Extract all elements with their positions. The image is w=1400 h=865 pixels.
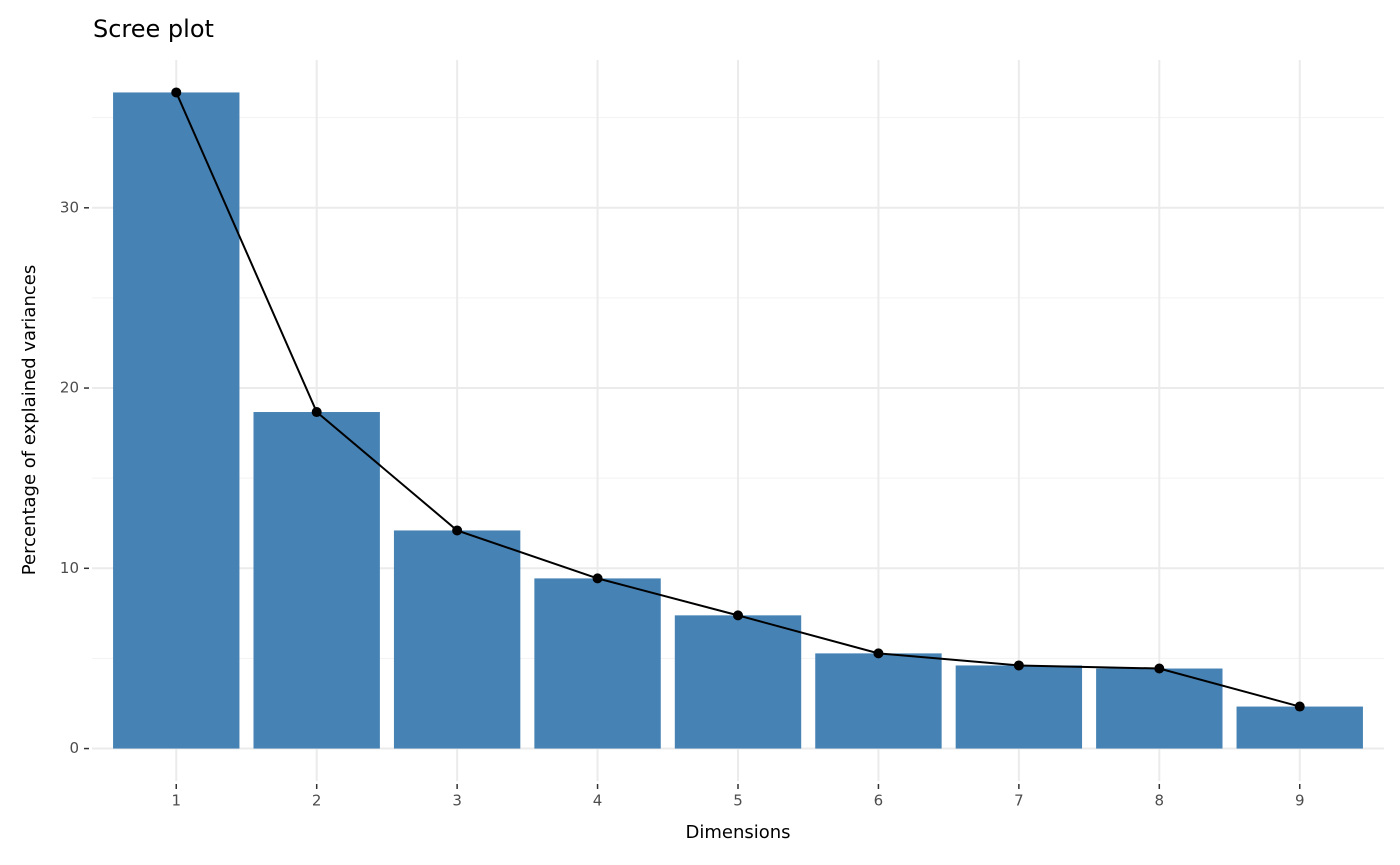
point bbox=[592, 573, 603, 584]
y-tick-label: 10 bbox=[60, 559, 79, 577]
bar bbox=[955, 665, 1083, 749]
x-axis-label: Dimensions bbox=[685, 822, 790, 843]
x-tick-label: 5 bbox=[733, 792, 743, 810]
bar bbox=[113, 92, 240, 749]
y-tick-label: 0 bbox=[69, 739, 79, 757]
point bbox=[171, 87, 182, 98]
bar bbox=[393, 530, 521, 749]
point bbox=[311, 407, 322, 418]
x-tick-label: 6 bbox=[874, 792, 884, 810]
x-tick-label: 8 bbox=[1155, 792, 1165, 810]
point bbox=[733, 610, 743, 621]
point bbox=[452, 525, 463, 536]
y-axis-label: Percentage of explained variances bbox=[19, 265, 40, 575]
bar bbox=[674, 615, 802, 749]
point bbox=[1294, 701, 1305, 712]
bar bbox=[534, 578, 661, 749]
x-tick-label: 7 bbox=[1014, 792, 1024, 810]
bar bbox=[815, 653, 942, 749]
chart-title: Scree plot bbox=[93, 15, 214, 43]
x-tick-label: 9 bbox=[1295, 792, 1305, 810]
point bbox=[1013, 660, 1024, 671]
bar bbox=[253, 412, 380, 749]
x-tick-label: 4 bbox=[593, 792, 603, 810]
x-tick-label: 3 bbox=[452, 792, 462, 810]
y-tick-label: 30 bbox=[60, 198, 79, 216]
bar bbox=[1096, 668, 1223, 749]
x-tick-label: 1 bbox=[171, 792, 181, 810]
x-tick-label: 2 bbox=[312, 792, 322, 810]
point bbox=[1154, 663, 1165, 674]
point bbox=[873, 648, 884, 659]
bar bbox=[1236, 706, 1363, 749]
y-tick-label: 20 bbox=[60, 379, 79, 397]
